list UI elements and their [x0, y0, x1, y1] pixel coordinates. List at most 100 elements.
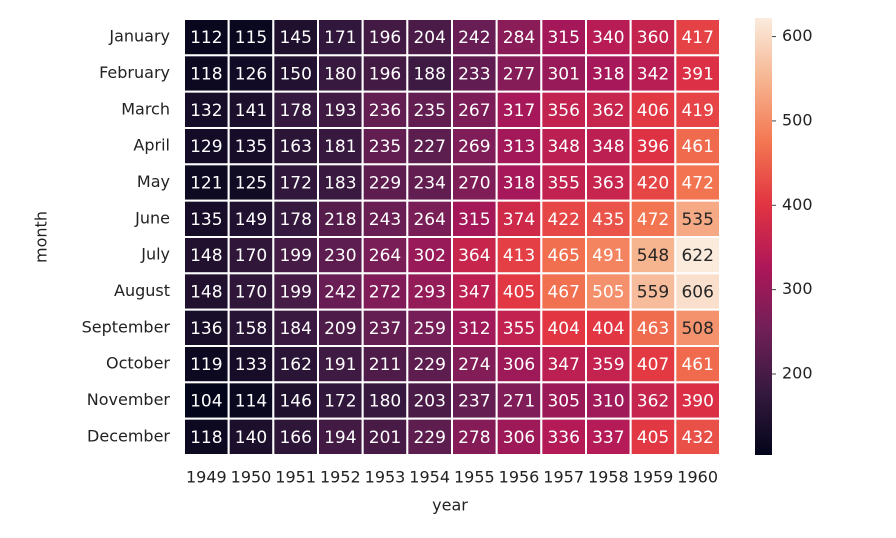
cell-label: 317	[503, 101, 535, 121]
cell-label: 193	[324, 101, 356, 121]
cell-label: 336	[547, 428, 579, 448]
cell-label: 405	[503, 283, 535, 303]
cell-label: 145	[279, 28, 311, 48]
heatmap-cell	[227, 236, 275, 275]
cell-label: 364	[458, 246, 490, 266]
cell-label: 362	[592, 101, 624, 121]
cell-label: 150	[279, 65, 311, 85]
heatmap-cell	[495, 345, 543, 384]
cell-label: 347	[458, 283, 490, 303]
colorbar-tick-label: 200	[782, 364, 813, 383]
cell-label: 118	[190, 428, 222, 448]
heatmap-cell	[540, 381, 587, 420]
cell-label: 233	[458, 65, 490, 85]
cell-label: 264	[369, 246, 401, 266]
cell-label: 362	[637, 392, 669, 412]
cell-label: 306	[503, 355, 535, 375]
cell-label: 191	[324, 355, 356, 375]
cell-label: 419	[681, 101, 713, 121]
cell-label: 178	[279, 101, 311, 121]
cell-label: 363	[592, 174, 624, 194]
cell-label: 188	[413, 65, 445, 85]
cell-label: 355	[503, 319, 535, 339]
cell-label: 284	[503, 28, 535, 48]
cell-label: 234	[413, 174, 445, 194]
cell-label: 259	[413, 319, 445, 339]
heatmap-cell	[451, 199, 498, 239]
heatmap-cell	[451, 90, 498, 129]
cell-label: 229	[413, 428, 445, 448]
heatmap-cell	[317, 199, 364, 239]
y-tick-label: August	[114, 281, 170, 300]
cell-label: 535	[681, 210, 713, 230]
heatmap-cell	[495, 308, 543, 347]
cell-label: 267	[458, 101, 490, 121]
x-tick-label: 1952	[320, 468, 361, 487]
heatmap-cell	[674, 54, 721, 93]
cell-label: 302	[413, 246, 445, 266]
heatmap-cell	[495, 54, 543, 93]
cell-label: 348	[592, 137, 624, 157]
cell-label: 126	[235, 65, 267, 85]
cell-label: 242	[324, 283, 356, 303]
cell-label: 315	[547, 28, 579, 48]
heatmap-cell	[272, 308, 320, 347]
cell-label: 405	[637, 428, 669, 448]
x-tick-label: 1953	[365, 468, 406, 487]
heatmap-cell	[674, 127, 721, 166]
cell-label: 218	[324, 210, 356, 230]
y-tick-label: April	[133, 136, 170, 155]
cell-label: 508	[681, 319, 713, 339]
cell-label: 390	[681, 392, 713, 412]
cell-label: 184	[279, 319, 311, 339]
heatmap-cell	[540, 127, 587, 166]
heatmap-cell	[585, 236, 632, 275]
cell-label: 121	[190, 174, 222, 194]
cell-label: 467	[547, 283, 579, 303]
y-axis-label: month	[32, 211, 51, 263]
cell-label: 277	[503, 65, 535, 85]
heatmap-cell	[361, 54, 409, 93]
heatmap-cell	[317, 54, 364, 93]
cell-label: 135	[235, 137, 267, 157]
cell-label: 337	[592, 428, 624, 448]
heatmap-cell	[361, 417, 409, 456]
cell-label: 505	[592, 283, 624, 303]
cell-label: 306	[503, 428, 535, 448]
cell-label: 264	[413, 210, 445, 230]
heatmap-cell	[674, 236, 721, 275]
cell-label: 237	[458, 392, 490, 412]
cell-label: 114	[235, 392, 267, 412]
cell-label: 178	[279, 210, 311, 230]
heatmap-cell	[406, 417, 454, 456]
cell-label: 548	[637, 246, 669, 266]
cell-label: 465	[547, 246, 579, 266]
heatmap-cell	[495, 163, 543, 202]
cell-label: 340	[592, 28, 624, 48]
cell-label: 342	[637, 65, 669, 85]
cell-label: 163	[279, 137, 311, 157]
cell-label: 201	[369, 428, 401, 448]
heatmap-cell	[540, 236, 587, 275]
cell-label: 119	[190, 355, 222, 375]
cell-label: 194	[324, 428, 356, 448]
x-tick-label: 1950	[231, 468, 272, 487]
heatmap-cell	[451, 381, 498, 420]
heatmap-cell	[674, 417, 721, 456]
cell-label: 229	[413, 355, 445, 375]
cell-label: 374	[503, 210, 535, 230]
cell-label: 432	[681, 428, 713, 448]
cell-label: 170	[235, 246, 267, 266]
cell-label: 125	[235, 174, 267, 194]
cell-label: 199	[279, 283, 311, 303]
cell-label: 305	[547, 392, 579, 412]
cell-label: 310	[592, 392, 624, 412]
heatmap-cell	[674, 199, 721, 239]
cell-label: 472	[681, 174, 713, 194]
colorbar-tick-label: 400	[782, 195, 813, 214]
heatmap-cell	[495, 381, 543, 420]
cell-label: 235	[369, 137, 401, 157]
cell-label: 347	[547, 355, 579, 375]
cell-label: 312	[458, 319, 490, 339]
